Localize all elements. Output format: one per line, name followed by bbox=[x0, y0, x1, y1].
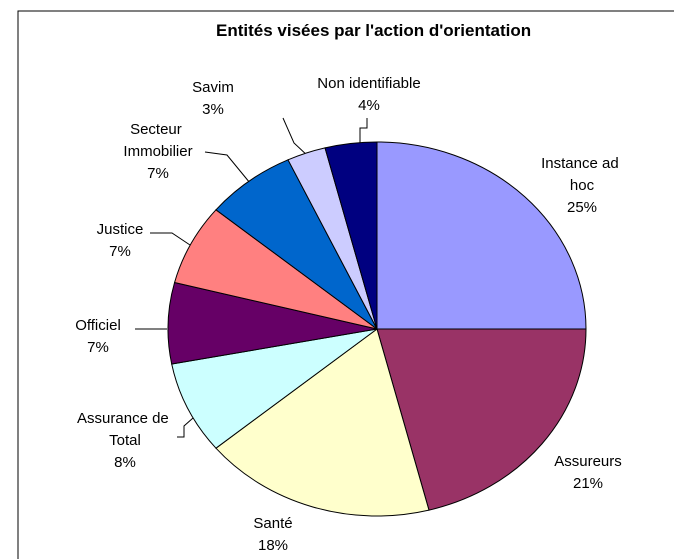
slice-value-label: 7% bbox=[87, 339, 109, 356]
slice-label: Savim bbox=[192, 79, 234, 96]
leader-line bbox=[359, 118, 368, 143]
chart-title: Entités visées par l'action d'orientatio… bbox=[216, 21, 531, 40]
slice-label: Secteur Immobilier bbox=[123, 121, 192, 160]
slice-label: Officiel bbox=[75, 317, 121, 334]
slice-label: Justice bbox=[97, 221, 144, 238]
pie-slice bbox=[376, 141, 587, 330]
slice-value-label: 7% bbox=[109, 243, 131, 260]
slice-value-label: 18% bbox=[258, 537, 288, 554]
slice-label: Assurance de Total bbox=[77, 410, 173, 449]
leader-lines bbox=[135, 117, 368, 438]
slice-label: Santé bbox=[253, 515, 292, 532]
slice-value-label: 25% bbox=[567, 199, 597, 216]
slice-value-label: 8% bbox=[114, 454, 136, 471]
chart-frame bbox=[17, 10, 674, 559]
slice-value-label: 21% bbox=[573, 475, 603, 492]
pie-slice bbox=[171, 328, 378, 449]
leader-line bbox=[150, 232, 191, 246]
leader-line bbox=[282, 117, 310, 158]
slice-value-label: 3% bbox=[202, 101, 224, 118]
slice-label: Assureurs bbox=[554, 453, 622, 470]
slice-value-label: 7% bbox=[147, 165, 169, 182]
slice-label: Non identifiable bbox=[317, 75, 420, 92]
pie-slice bbox=[215, 328, 430, 517]
leader-line bbox=[204, 151, 251, 184]
leader-line bbox=[177, 417, 194, 438]
pie-slice bbox=[324, 141, 378, 330]
slice-value-label: 4% bbox=[358, 97, 380, 114]
slice-label: Instance ad hoc bbox=[541, 155, 623, 194]
pie-slice bbox=[376, 328, 587, 511]
